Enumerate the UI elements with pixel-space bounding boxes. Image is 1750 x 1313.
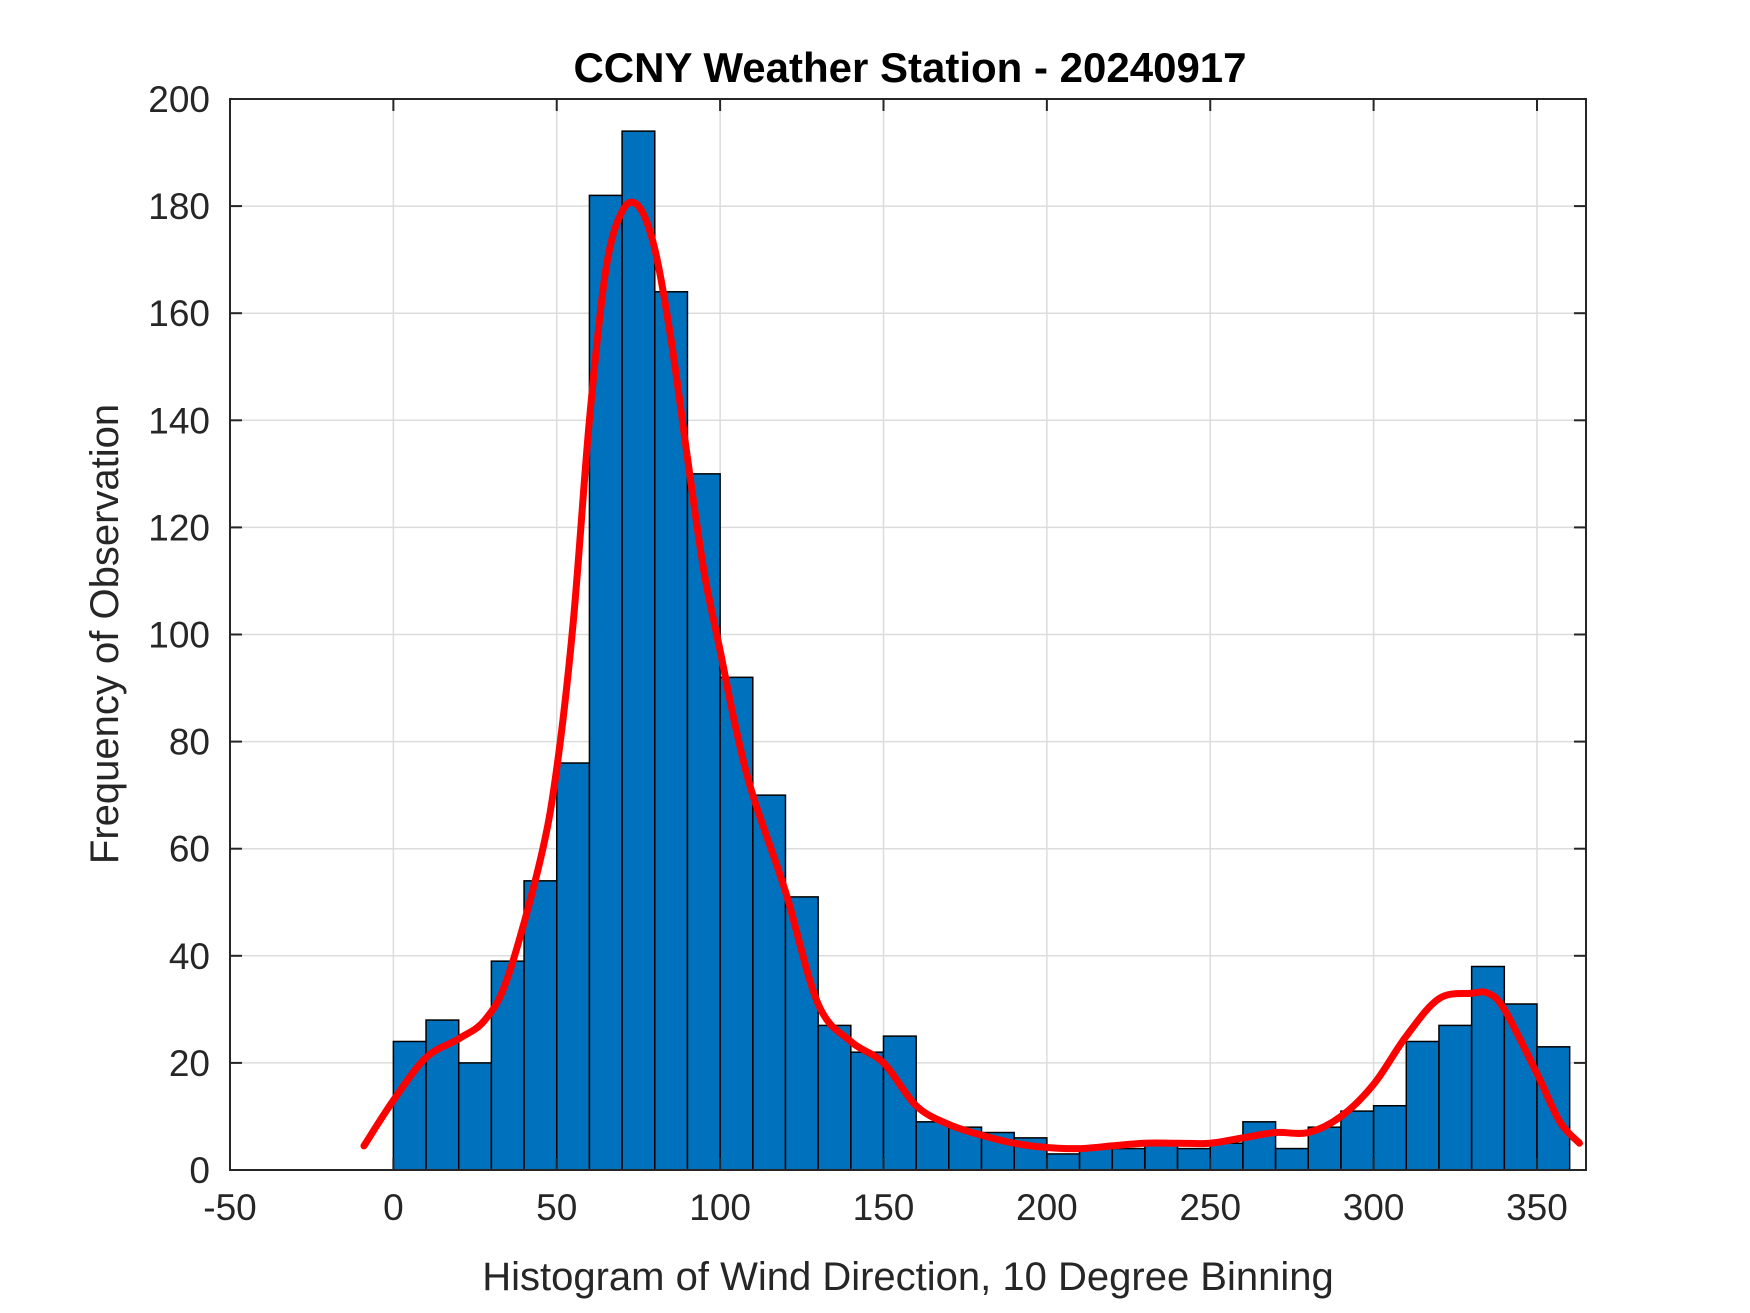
y-tick-label: 120 bbox=[148, 507, 210, 548]
histogram-bar bbox=[719, 676, 754, 1171]
histogram-bar bbox=[1274, 1147, 1310, 1171]
y-tick-label: 160 bbox=[148, 293, 210, 334]
histogram-bar bbox=[1144, 1142, 1179, 1171]
x-tick-label: 300 bbox=[1343, 1187, 1405, 1228]
axis-ticks bbox=[229, 98, 1586, 1171]
y-tick-label: 80 bbox=[169, 722, 210, 763]
x-tick-label: 200 bbox=[1016, 1187, 1078, 1228]
histogram-bar bbox=[686, 473, 721, 1171]
y-tick-label: 40 bbox=[169, 936, 210, 977]
y-tick-label: 180 bbox=[148, 186, 210, 227]
grid-lines bbox=[229, 98, 1586, 1171]
x-tick-label: 350 bbox=[1506, 1187, 1568, 1228]
x-tick-labels: -50 0 50 100 150 200 250 300 350 bbox=[203, 1187, 1568, 1228]
histogram-bar bbox=[1046, 1153, 1081, 1171]
x-tick-label: -50 bbox=[203, 1187, 256, 1228]
x-tick-label: 50 bbox=[536, 1187, 577, 1228]
y-tick-label: 20 bbox=[169, 1043, 210, 1084]
histogram-bar bbox=[817, 1024, 852, 1171]
y-tick-label: 140 bbox=[148, 400, 210, 441]
histogram-bar bbox=[1438, 1024, 1473, 1171]
histogram-bar bbox=[1340, 1110, 1375, 1171]
x-tick-label: 0 bbox=[383, 1187, 404, 1228]
y-axis-label: Frequency of Observation bbox=[83, 404, 127, 864]
x-axis-label: Histogram of Wind Direction, 10 Degree B… bbox=[482, 1255, 1334, 1299]
histogram-bar bbox=[621, 130, 656, 1171]
y-tick-label: 60 bbox=[169, 829, 210, 870]
histogram-bar bbox=[1209, 1142, 1244, 1171]
histogram-bar bbox=[1111, 1147, 1146, 1171]
histogram-bar bbox=[1372, 1104, 1408, 1171]
histogram-bar bbox=[1503, 1003, 1538, 1171]
y-tick-labels: 0 20 40 60 80 100 120 140 160 180 200 bbox=[148, 79, 210, 1191]
chart-title: CCNY Weather Station - 20240917 bbox=[573, 44, 1246, 91]
x-tick-label: 250 bbox=[1179, 1187, 1241, 1228]
histogram-bar bbox=[523, 880, 558, 1171]
histogram-bar bbox=[1242, 1121, 1277, 1171]
histogram-bars bbox=[392, 130, 1571, 1171]
y-tick-label: 0 bbox=[189, 1150, 210, 1191]
y-tick-label: 100 bbox=[148, 615, 210, 656]
histogram-bar bbox=[490, 960, 525, 1171]
histogram-bar bbox=[915, 1121, 950, 1171]
fit-curve bbox=[360, 198, 1583, 1153]
x-tick-label: 150 bbox=[853, 1187, 915, 1228]
y-tick-label: 200 bbox=[148, 79, 210, 120]
histogram-bar bbox=[850, 1051, 885, 1171]
histogram-bar bbox=[457, 1062, 493, 1171]
histogram-bar bbox=[1405, 1040, 1440, 1171]
histogram-bar bbox=[1176, 1147, 1211, 1171]
histogram-bar bbox=[555, 762, 591, 1171]
x-tick-label: 100 bbox=[689, 1187, 751, 1228]
